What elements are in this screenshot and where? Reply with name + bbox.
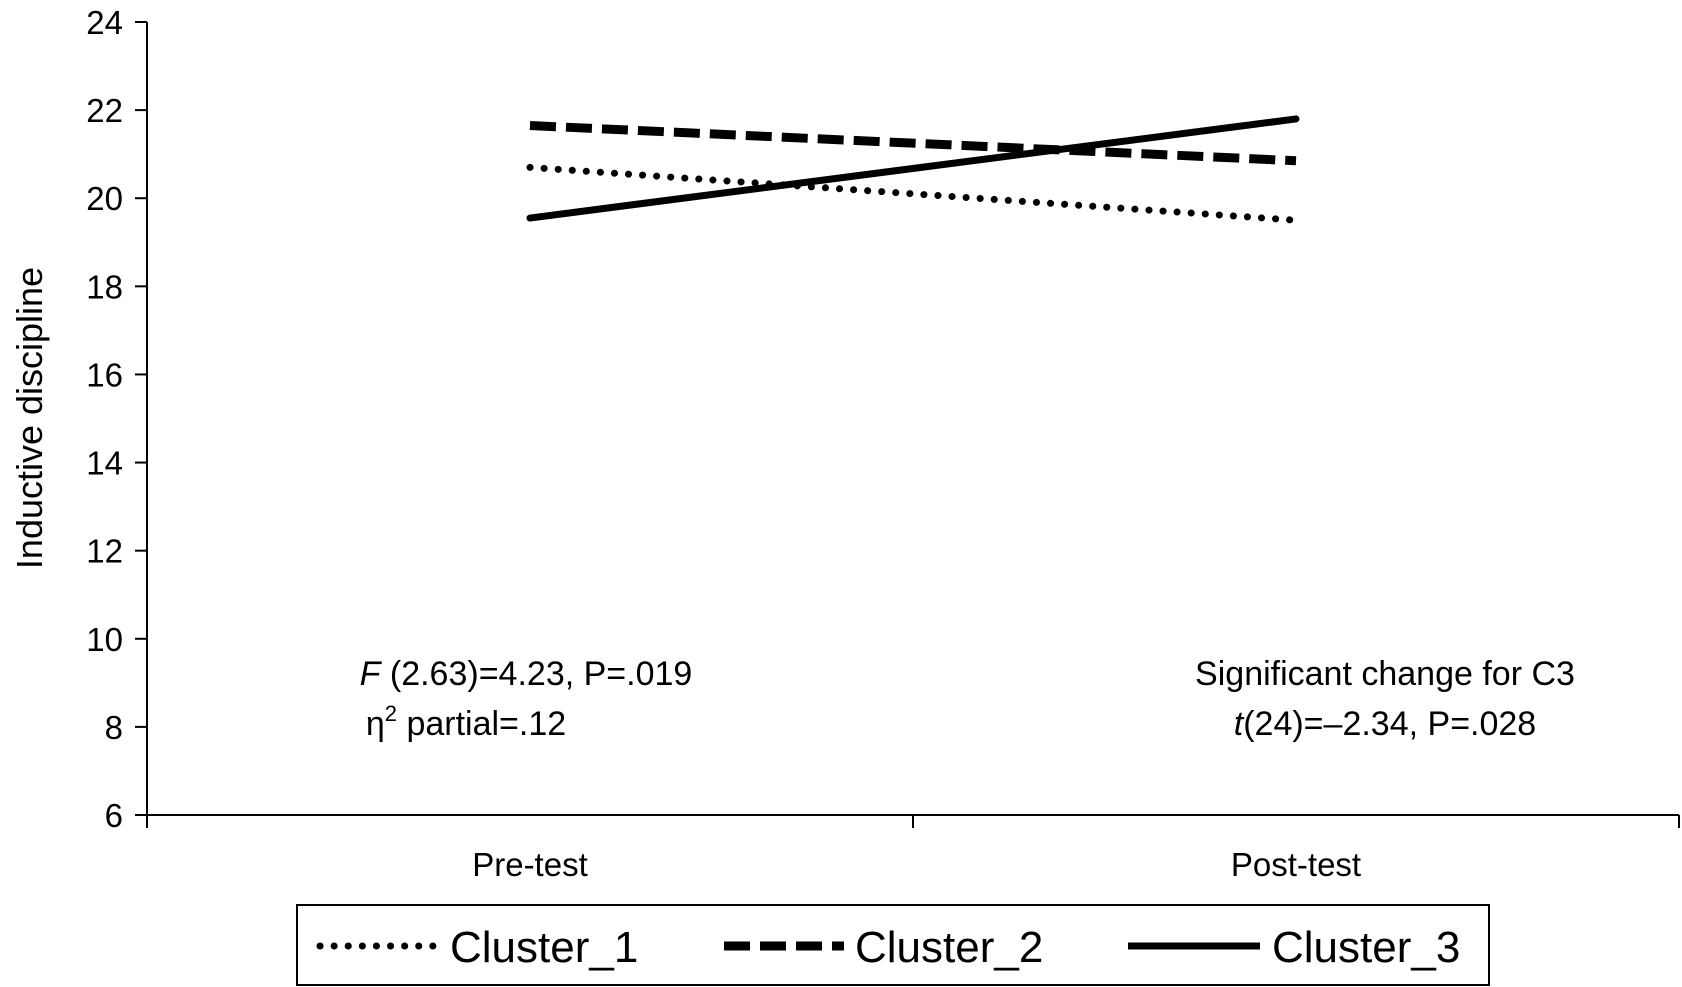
ttest-annotation-line2: t(24)=–2.34, P=.028 [1234,705,1536,743]
x-tick-label: Pre-test [472,846,588,883]
anova-annotation-line2: η2 partial=.12 [366,701,566,743]
y-axis-title: Inductive discipline [9,267,50,569]
series-line-cluster-2 [529,121,1297,166]
y-tick-label: 20 [86,180,123,217]
legend-label-cluster-1: Cluster_1 [450,923,638,972]
legend-label-cluster-2: Cluster_2 [855,923,1043,972]
series-lines [526,115,1300,224]
anova-annotation-line1: F (2.63)=4.23, P=.019 [360,655,693,693]
legend: Cluster_1 Cluster_2 Cluster_3 [296,904,1490,986]
y-tick-label: 14 [86,445,123,482]
y-axis-ticks: 6 8 10 12 14 16 18 20 22 24 [86,4,147,834]
ttest-annotation-line1: Significant change for C3 [1195,655,1575,693]
y-tick-label: 24 [86,4,123,41]
legend-label-cluster-3: Cluster_3 [1272,923,1460,972]
y-tick-label: 8 [105,709,123,746]
x-axis-labels: Pre-test Post-test [472,846,1361,883]
series-line-cluster-3 [526,115,1300,222]
y-tick-label: 16 [86,356,123,393]
series-line-cluster-1 [526,163,1300,224]
y-tick-label: 12 [86,533,123,570]
y-tick-label: 10 [86,621,123,658]
legend-box [296,904,1490,986]
y-tick-label: 22 [86,92,123,129]
y-tick-label: 18 [86,268,123,305]
x-tick-label: Post-test [1231,846,1361,883]
y-tick-label: 6 [105,797,123,834]
